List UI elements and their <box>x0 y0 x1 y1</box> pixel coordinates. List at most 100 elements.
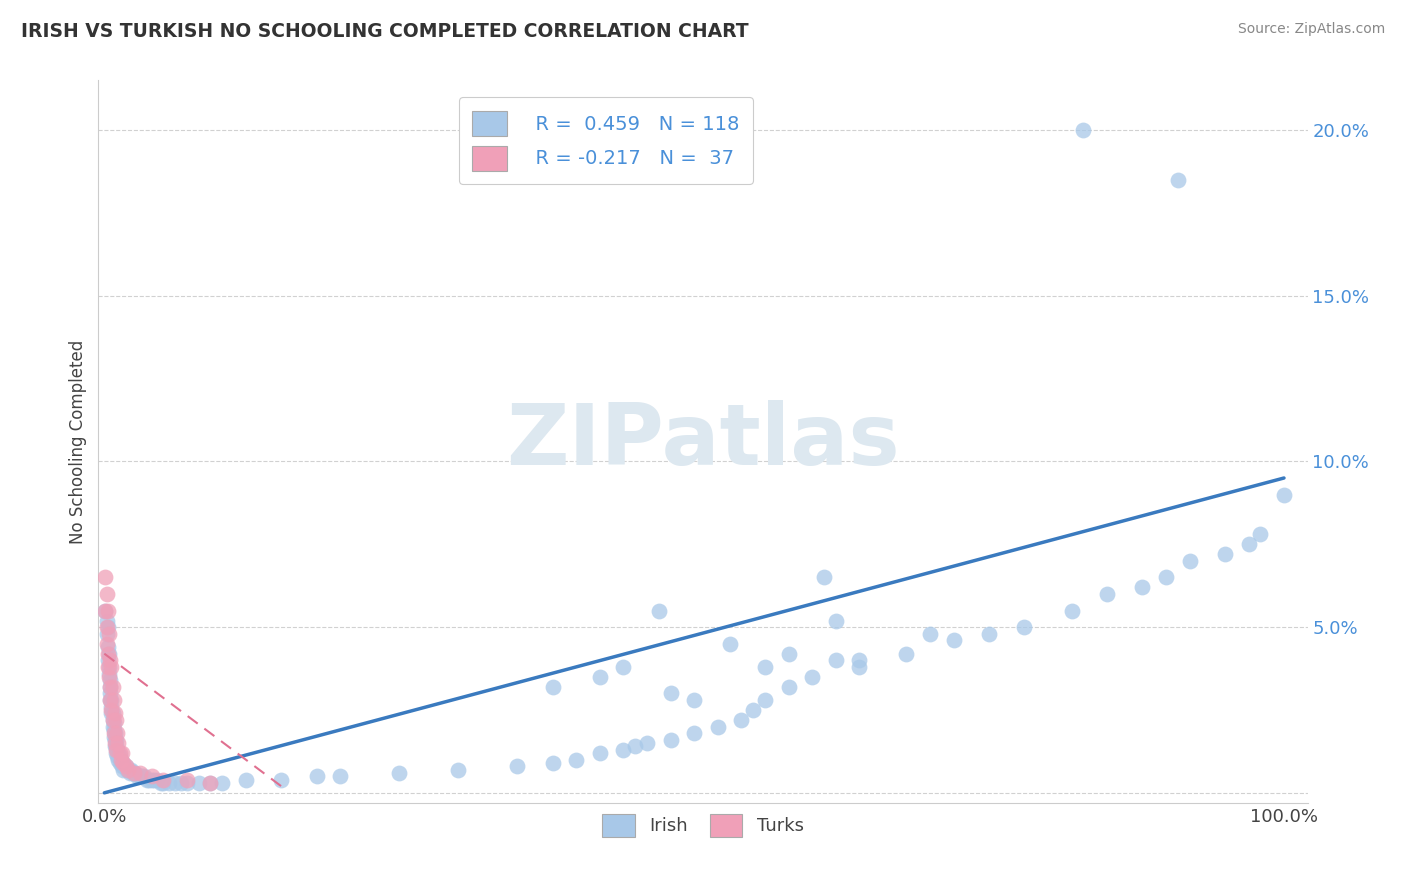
Point <box>100 706 122 721</box>
Point <box>541 680 564 694</box>
Point <box>388 766 411 780</box>
Point <box>98 693 121 707</box>
Point <box>110 753 132 767</box>
Point <box>94 603 117 617</box>
Point <box>103 723 125 737</box>
Point <box>122 766 145 780</box>
Point <box>920 627 942 641</box>
Point <box>98 686 121 700</box>
Point <box>96 620 118 634</box>
Point <box>112 756 135 770</box>
Point <box>801 670 824 684</box>
Point <box>1178 554 1201 568</box>
Point <box>98 653 121 667</box>
Point <box>565 753 588 767</box>
Point <box>105 746 128 760</box>
Point <box>105 739 128 754</box>
Point <box>896 647 918 661</box>
Point <box>165 776 187 790</box>
Point <box>128 766 150 780</box>
Point <box>447 763 470 777</box>
Point <box>104 706 127 721</box>
Point <box>1132 580 1154 594</box>
Point <box>103 726 125 740</box>
Point <box>96 614 118 628</box>
Point <box>541 756 564 770</box>
Point <box>176 776 198 790</box>
Point <box>305 769 328 783</box>
Point <box>115 763 138 777</box>
Point <box>96 627 118 641</box>
Point <box>149 776 172 790</box>
Point <box>120 766 142 780</box>
Point <box>105 726 128 740</box>
Point <box>111 746 134 760</box>
Point <box>152 776 174 790</box>
Point <box>506 759 529 773</box>
Point <box>141 769 163 783</box>
Point <box>124 766 146 780</box>
Point <box>110 753 132 767</box>
Point <box>114 759 136 773</box>
Text: ZIPatlas: ZIPatlas <box>506 400 900 483</box>
Point <box>141 772 163 787</box>
Point <box>117 763 139 777</box>
Point <box>824 653 846 667</box>
Point <box>659 686 682 700</box>
Point <box>96 637 118 651</box>
Point <box>100 703 122 717</box>
Point <box>104 726 127 740</box>
Point <box>612 660 634 674</box>
Point <box>111 759 134 773</box>
Point <box>706 720 728 734</box>
Point <box>112 763 135 777</box>
Text: IRISH VS TURKISH NO SCHOOLING COMPLETED CORRELATION CHART: IRISH VS TURKISH NO SCHOOLING COMPLETED … <box>21 22 749 41</box>
Point <box>111 756 134 770</box>
Point <box>98 680 121 694</box>
Point <box>105 743 128 757</box>
Point <box>329 769 352 783</box>
Point <box>107 736 129 750</box>
Point <box>112 756 135 770</box>
Point <box>589 746 612 760</box>
Point <box>98 673 121 688</box>
Point <box>97 647 120 661</box>
Point <box>142 772 165 787</box>
Point <box>730 713 752 727</box>
Point <box>1073 123 1095 137</box>
Point <box>94 603 117 617</box>
Point <box>1272 487 1295 501</box>
Point <box>977 627 1000 641</box>
Point <box>127 769 149 783</box>
Point <box>942 633 965 648</box>
Point <box>848 660 870 674</box>
Point <box>270 772 292 787</box>
Point <box>683 726 706 740</box>
Point <box>103 716 125 731</box>
Point <box>128 769 150 783</box>
Point <box>1249 527 1271 541</box>
Point <box>103 730 125 744</box>
Point <box>104 739 127 754</box>
Point <box>200 776 222 790</box>
Point <box>778 680 800 694</box>
Point <box>1213 547 1236 561</box>
Point <box>97 653 120 667</box>
Point <box>170 776 193 790</box>
Point <box>117 763 139 777</box>
Point <box>135 772 157 787</box>
Point <box>103 693 125 707</box>
Point <box>742 703 765 717</box>
Point <box>157 776 180 790</box>
Point <box>1154 570 1177 584</box>
Point <box>152 772 174 787</box>
Point <box>754 693 776 707</box>
Point <box>98 670 121 684</box>
Point <box>108 749 131 764</box>
Point <box>211 776 233 790</box>
Point <box>1237 537 1260 551</box>
Point <box>187 776 209 790</box>
Point <box>683 693 706 707</box>
Point <box>1014 620 1036 634</box>
Point <box>97 603 120 617</box>
